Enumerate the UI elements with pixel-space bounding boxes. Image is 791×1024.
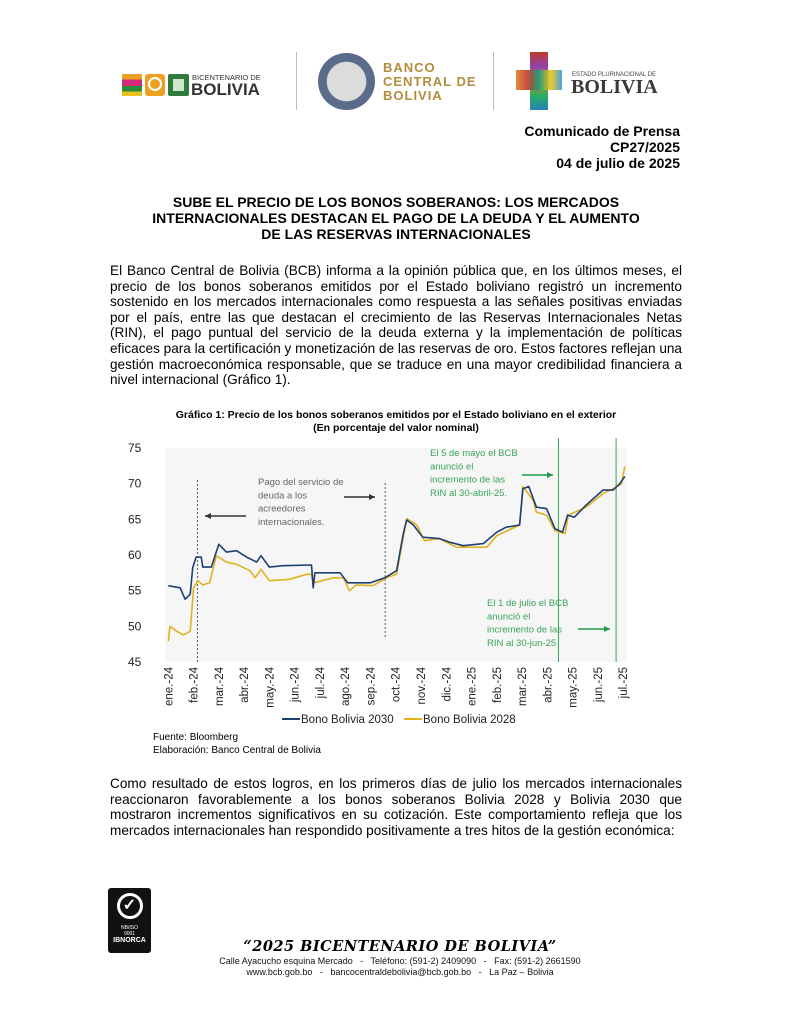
x-tick-label: mar.-24 bbox=[214, 666, 226, 706]
paragraph-results: Como resultado de estos logros, en los p… bbox=[110, 776, 682, 838]
cert-line2: 9001 bbox=[123, 931, 136, 937]
annotation-may5: El 5 de mayo el BCB bbox=[430, 448, 518, 459]
bicentenario-flag-icon bbox=[122, 74, 142, 96]
chart-title-block: Gráfico 1: Precio de los bonos soberanos… bbox=[110, 409, 682, 435]
legend-label-bono-2030: Bono Bolivia 2030 bbox=[301, 714, 394, 726]
x-tick-label: dic.-24 bbox=[441, 666, 453, 701]
x-tick-label: nov.-24 bbox=[416, 666, 428, 704]
annotation-may5: RIN al 30-abril-25. bbox=[430, 488, 507, 499]
annotation-debt-payment: acreedores bbox=[258, 504, 306, 515]
footer-address: Calle Ayacucho esquina Mercado - Teléfon… bbox=[219, 956, 581, 966]
bcb-seal-icon bbox=[318, 53, 375, 110]
arrow-left-icon-head bbox=[205, 513, 211, 519]
footer-contact: www.bcb.gob.bo - bancocentraldebolivia@b… bbox=[246, 967, 554, 977]
annotation-jul1: RIN al 30-jun-25 bbox=[487, 638, 556, 649]
logo-bicentenario: BICENTENARIO DE BOLIVIA bbox=[122, 72, 277, 100]
y-tick-label: 60 bbox=[128, 548, 142, 562]
arrow-right-green-icon-head bbox=[604, 626, 610, 632]
annotation-may5: incremento de las bbox=[430, 475, 505, 486]
ibnorca-cert-badge: ✓ NB/ISO 9001 IBNORCA bbox=[108, 888, 151, 953]
y-tick-label: 75 bbox=[128, 441, 142, 455]
bicentenario-big-text: BOLIVIA bbox=[191, 80, 260, 99]
bcb-name-line1: BANCO bbox=[383, 60, 436, 75]
x-tick-label: sep.-24 bbox=[365, 666, 377, 705]
logo-divider bbox=[296, 52, 297, 110]
x-tick-label: oct.-24 bbox=[391, 666, 403, 702]
bicentenario-small-text: BICENTENARIO DE bbox=[192, 73, 261, 82]
y-tick-label: 70 bbox=[128, 477, 142, 491]
x-tick-label: feb.-24 bbox=[189, 666, 201, 702]
press-date: 04 de julio de 2025 bbox=[556, 155, 680, 171]
bicentenario-pattern-icon bbox=[168, 74, 189, 96]
x-tick-label: ago.-24 bbox=[340, 666, 352, 706]
cert-brand: IBNORCA bbox=[113, 937, 146, 944]
estado-big-text: BOLIVIA bbox=[571, 76, 658, 98]
headline-line: SUBE EL PRECIO DE LOS BONOS SOBERANOS: L… bbox=[172, 194, 620, 210]
x-tick-label: jun.-25 bbox=[593, 667, 605, 703]
x-tick-label: may.-24 bbox=[264, 666, 276, 707]
headline-line: INTERNACIONALES DESTACAN EL PAGO DE LA D… bbox=[152, 210, 640, 226]
cert-line1: NB/ISO bbox=[121, 925, 138, 931]
press-info: Comunicado de Prensa CP27/2025 04 de jul… bbox=[524, 123, 680, 171]
logo-estado-plurinacional: ESTADO PLURINACIONAL DE BOLIVIA bbox=[516, 52, 676, 112]
x-tick-label: jul.-25 bbox=[618, 667, 630, 699]
annotation-may5: anunció el bbox=[430, 461, 473, 472]
chart-source: Fuente: Bloomberg bbox=[153, 732, 239, 743]
x-tick-label: ene.-25 bbox=[467, 667, 479, 706]
y-tick-label: 65 bbox=[128, 512, 142, 526]
annotation-jul1: incremento de las bbox=[487, 625, 562, 636]
logo-divider bbox=[493, 52, 494, 110]
annotation-debt-payment: deuda a los bbox=[258, 490, 307, 501]
headline-line: DE LAS RESERVAS INTERNACIONALES bbox=[261, 226, 531, 242]
x-tick-label: jul.-24 bbox=[315, 666, 327, 699]
chart-elaboration: Elaboración: Banco Central de Bolivia bbox=[153, 745, 321, 756]
arrow-right-green-icon-head bbox=[547, 472, 553, 478]
y-tick-label: 55 bbox=[128, 584, 142, 598]
footer-address-block: Calle Ayacucho esquina Mercado - Teléfon… bbox=[150, 956, 650, 978]
x-tick-label: abr.-24 bbox=[239, 666, 251, 702]
annotation-debt-payment: internacionales. bbox=[258, 517, 325, 528]
footer-motto: “2025 BICENTENARIO DE BOLIVIA” bbox=[243, 938, 557, 955]
chart-subtitle: (En porcentaje del valor nominal) bbox=[313, 422, 479, 434]
series-line-bono-2030 bbox=[168, 476, 626, 600]
x-tick-label: abr.-25 bbox=[542, 667, 554, 703]
legend-label-bono-2028: Bono Bolivia 2028 bbox=[423, 714, 516, 726]
bcb-name-line2: CENTRAL DE bbox=[383, 74, 477, 89]
arrow-right-icon-head bbox=[369, 494, 375, 500]
annotation-jul1: El 1 de julio el BCB bbox=[487, 598, 568, 609]
series-line-bono-2028 bbox=[167, 466, 626, 642]
estado-small-text: ESTADO PLURINACIONAL DE bbox=[572, 72, 657, 78]
paragraph-intro: El Banco Central de Bolivia (BCB) inform… bbox=[110, 263, 682, 388]
check-seal-icon: ✓ bbox=[116, 893, 143, 919]
x-tick-label: feb.-25 bbox=[492, 667, 504, 703]
y-tick-label: 45 bbox=[128, 655, 142, 669]
annotation-jul1: anunció el bbox=[487, 611, 530, 622]
x-tick-label: ene.-24 bbox=[163, 666, 175, 706]
logo-bcb: BANCO CENTRAL DE BOLIVIA bbox=[318, 53, 478, 111]
x-tick-label: jun.-24 bbox=[290, 666, 302, 703]
bcb-name-line3: BOLIVIA bbox=[383, 88, 443, 103]
x-tick-label: mar.-25 bbox=[517, 667, 529, 706]
headline: SUBE EL PRECIO DE LOS BONOS SOBERANOS: L… bbox=[110, 194, 682, 242]
chakana-icon-horizontal bbox=[516, 70, 562, 90]
chart-title: Gráfico 1: Precio de los bonos soberanos… bbox=[175, 409, 617, 421]
press-code: CP27/2025 bbox=[609, 139, 680, 155]
y-tick-label: 50 bbox=[128, 619, 142, 633]
bicentenario-spiral-icon bbox=[145, 74, 165, 96]
annotation-debt-payment: Pago del servicio de bbox=[258, 477, 344, 488]
press-label: Comunicado de Prensa bbox=[524, 123, 680, 139]
x-tick-label: may.-25 bbox=[568, 667, 580, 708]
